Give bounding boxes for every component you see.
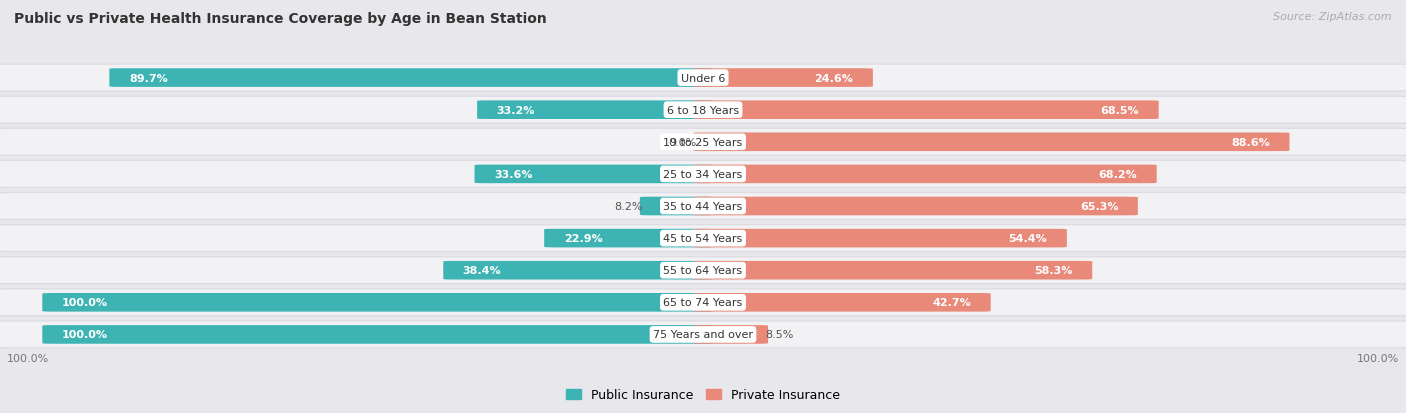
FancyBboxPatch shape: [693, 325, 768, 344]
Text: 65 to 74 Years: 65 to 74 Years: [664, 298, 742, 308]
FancyBboxPatch shape: [640, 197, 713, 216]
Text: 24.6%: 24.6%: [814, 74, 853, 83]
Text: Public vs Private Health Insurance Coverage by Age in Bean Station: Public vs Private Health Insurance Cover…: [14, 12, 547, 26]
FancyBboxPatch shape: [0, 258, 1406, 283]
Text: 88.6%: 88.6%: [1232, 138, 1270, 147]
Text: 65.3%: 65.3%: [1080, 202, 1118, 211]
FancyBboxPatch shape: [0, 192, 1406, 221]
Text: 33.2%: 33.2%: [496, 105, 536, 115]
Text: 8.5%: 8.5%: [765, 330, 793, 339]
Text: 35 to 44 Years: 35 to 44 Years: [664, 202, 742, 211]
FancyBboxPatch shape: [0, 194, 1406, 219]
FancyBboxPatch shape: [0, 320, 1406, 349]
FancyBboxPatch shape: [0, 97, 1406, 123]
Text: 100.0%: 100.0%: [1357, 353, 1399, 363]
FancyBboxPatch shape: [443, 261, 713, 280]
Text: 68.5%: 68.5%: [1101, 105, 1139, 115]
FancyBboxPatch shape: [693, 133, 1289, 152]
Legend: Public Insurance, Private Insurance: Public Insurance, Private Insurance: [567, 388, 839, 401]
Text: 100.0%: 100.0%: [7, 353, 49, 363]
FancyBboxPatch shape: [0, 161, 1406, 187]
Text: 58.3%: 58.3%: [1035, 266, 1073, 275]
Text: 25 to 34 Years: 25 to 34 Years: [664, 169, 742, 180]
FancyBboxPatch shape: [0, 96, 1406, 124]
FancyBboxPatch shape: [0, 226, 1406, 252]
FancyBboxPatch shape: [0, 289, 1406, 317]
FancyBboxPatch shape: [0, 224, 1406, 253]
FancyBboxPatch shape: [0, 256, 1406, 285]
Text: 54.4%: 54.4%: [1008, 233, 1047, 244]
FancyBboxPatch shape: [42, 293, 713, 312]
FancyBboxPatch shape: [110, 69, 713, 88]
FancyBboxPatch shape: [0, 64, 1406, 93]
FancyBboxPatch shape: [0, 160, 1406, 189]
Text: 45 to 54 Years: 45 to 54 Years: [664, 233, 742, 244]
FancyBboxPatch shape: [693, 165, 1157, 184]
FancyBboxPatch shape: [477, 101, 713, 120]
FancyBboxPatch shape: [0, 128, 1406, 157]
Text: 0.0%: 0.0%: [668, 138, 696, 147]
FancyBboxPatch shape: [0, 66, 1406, 91]
FancyBboxPatch shape: [693, 229, 1067, 248]
Text: 68.2%: 68.2%: [1098, 169, 1137, 180]
FancyBboxPatch shape: [693, 101, 1159, 120]
Text: Source: ZipAtlas.com: Source: ZipAtlas.com: [1274, 12, 1392, 22]
FancyBboxPatch shape: [544, 229, 713, 248]
Text: 6 to 18 Years: 6 to 18 Years: [666, 105, 740, 115]
Text: 89.7%: 89.7%: [129, 74, 167, 83]
Text: 42.7%: 42.7%: [932, 298, 972, 308]
Text: Under 6: Under 6: [681, 74, 725, 83]
Text: 100.0%: 100.0%: [62, 298, 108, 308]
Text: 38.4%: 38.4%: [463, 266, 502, 275]
Text: 55 to 64 Years: 55 to 64 Years: [664, 266, 742, 275]
Text: 22.9%: 22.9%: [564, 233, 602, 244]
FancyBboxPatch shape: [475, 165, 713, 184]
Text: 19 to 25 Years: 19 to 25 Years: [664, 138, 742, 147]
Text: 8.2%: 8.2%: [614, 202, 643, 211]
Text: 33.6%: 33.6%: [494, 169, 533, 180]
Text: 75 Years and over: 75 Years and over: [652, 330, 754, 339]
FancyBboxPatch shape: [693, 293, 991, 312]
FancyBboxPatch shape: [693, 69, 873, 88]
Text: 100.0%: 100.0%: [62, 330, 108, 339]
FancyBboxPatch shape: [693, 261, 1092, 280]
FancyBboxPatch shape: [0, 290, 1406, 316]
FancyBboxPatch shape: [693, 197, 1137, 216]
FancyBboxPatch shape: [42, 325, 713, 344]
FancyBboxPatch shape: [0, 322, 1406, 347]
FancyBboxPatch shape: [0, 130, 1406, 155]
